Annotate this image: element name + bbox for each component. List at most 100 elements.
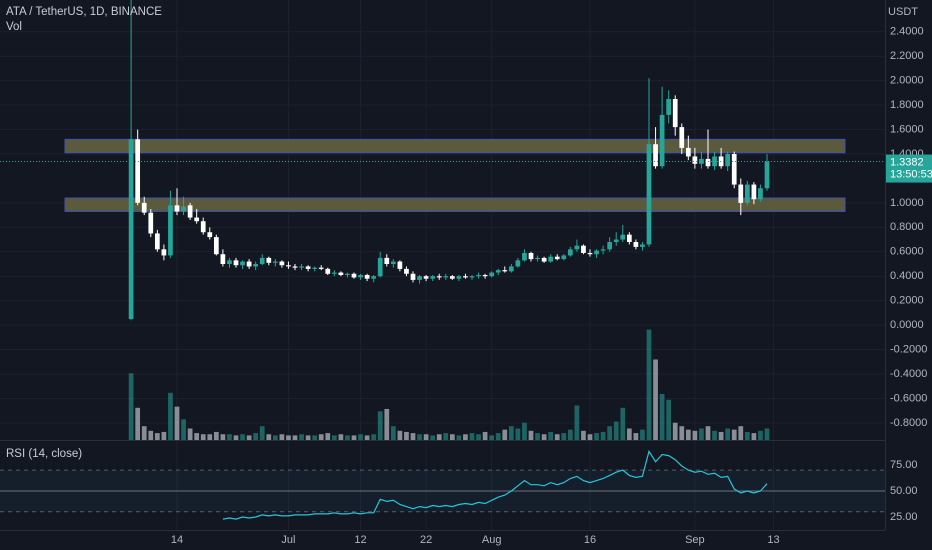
candle-body (141, 202, 147, 213)
x-tick-label: 14 (171, 534, 183, 546)
x-tick-label: 13 (767, 534, 779, 546)
candle-body (404, 268, 409, 274)
candle-body (666, 99, 672, 115)
volume-bar (318, 434, 324, 440)
candle-body (266, 257, 272, 263)
volume-bar (168, 392, 173, 440)
volume-bar (174, 406, 180, 440)
volume-bar (666, 399, 672, 440)
volume-bar (135, 407, 141, 440)
candle-body (705, 158, 711, 167)
x-tick-label: 12 (354, 534, 366, 546)
symbol-title: ATA / TetherUS, 1D, BINANCE (6, 6, 162, 18)
candle-body (508, 266, 514, 272)
volume-bar (325, 433, 331, 440)
rsi-tick-label: 25.00 (890, 511, 918, 523)
candle-body (168, 205, 173, 256)
candle-body (587, 253, 593, 255)
candle-body (640, 244, 645, 247)
candle-body (764, 161, 770, 189)
volume-bar (200, 434, 206, 440)
candle-body (371, 276, 377, 279)
candle-body (613, 239, 619, 242)
volume-bar (345, 435, 350, 440)
candle-body (148, 212, 154, 234)
volume-bar (679, 426, 685, 440)
candle-body (187, 205, 193, 218)
candle-body (410, 273, 416, 280)
candle-body (384, 257, 390, 264)
candle-body (594, 250, 599, 255)
candle-body (443, 276, 449, 278)
candle-body (659, 114, 665, 167)
volume-bar (181, 419, 186, 440)
volume-bar (581, 430, 586, 440)
candle-body (436, 276, 442, 278)
plot-area (0, 0, 885, 530)
candle-body (233, 260, 239, 266)
volume-bar (738, 426, 744, 440)
volume-bar (299, 434, 304, 440)
volume-bar (207, 434, 213, 440)
candle-body (758, 188, 763, 200)
volume-bar (561, 433, 567, 440)
volume-bar (587, 434, 593, 440)
volume-bar (227, 434, 232, 440)
volume-bar (371, 434, 377, 440)
volume-bar (141, 426, 147, 440)
volume-bar (305, 435, 311, 440)
candle-body (744, 184, 750, 203)
volume-bar (764, 428, 770, 440)
x-tick-label: 22 (420, 534, 432, 546)
candle-body (207, 232, 213, 238)
volume-bar (253, 433, 259, 440)
candle-body (725, 154, 731, 167)
volume-bar (331, 435, 337, 440)
volume-bar (712, 430, 717, 440)
candle-body (600, 249, 606, 251)
volume-bar (489, 435, 495, 440)
y-tick-label: -0.6000 (890, 392, 927, 404)
candle-body (469, 276, 475, 278)
candle-body (574, 245, 580, 250)
candle-body (417, 276, 422, 280)
candle-body (423, 276, 429, 279)
y-tick-label: 0.2000 (890, 295, 924, 307)
candle-body (200, 221, 206, 233)
volume-bar (377, 411, 383, 440)
volume-bar (535, 433, 540, 440)
candle-body (279, 261, 285, 266)
candle-body (318, 267, 324, 269)
x-tick-label: Aug (482, 534, 502, 546)
candle-body (495, 270, 501, 273)
candle-body (128, 139, 134, 319)
volume-bar (410, 433, 416, 440)
volume-bar (469, 433, 475, 440)
candle-body (449, 276, 455, 279)
candle-body (364, 275, 370, 279)
rsi-tick-label: 50.00 (890, 485, 918, 497)
candle-body (672, 99, 678, 128)
x-tick-label: Sep (685, 534, 705, 546)
volume-bar (154, 433, 160, 440)
volume-bar (358, 434, 363, 440)
volume-bar (705, 426, 711, 440)
candle-body (482, 275, 488, 277)
y-tick-label: 0.8000 (890, 221, 924, 233)
candle-body (286, 265, 291, 267)
volume-bar (744, 431, 750, 440)
candle-body (646, 144, 652, 245)
volume-bar (567, 429, 573, 440)
volume-bar (659, 394, 665, 440)
candle-body (692, 156, 698, 164)
candle-body (430, 276, 436, 279)
candle-body (358, 275, 363, 278)
candle-body (738, 184, 744, 203)
volume-legend: Vol (6, 21, 22, 33)
candle-body (718, 156, 724, 167)
y-tick-label: 1.0000 (890, 197, 924, 209)
candle-body (194, 217, 200, 222)
volume-bar (436, 434, 442, 440)
candle-body (345, 273, 350, 275)
